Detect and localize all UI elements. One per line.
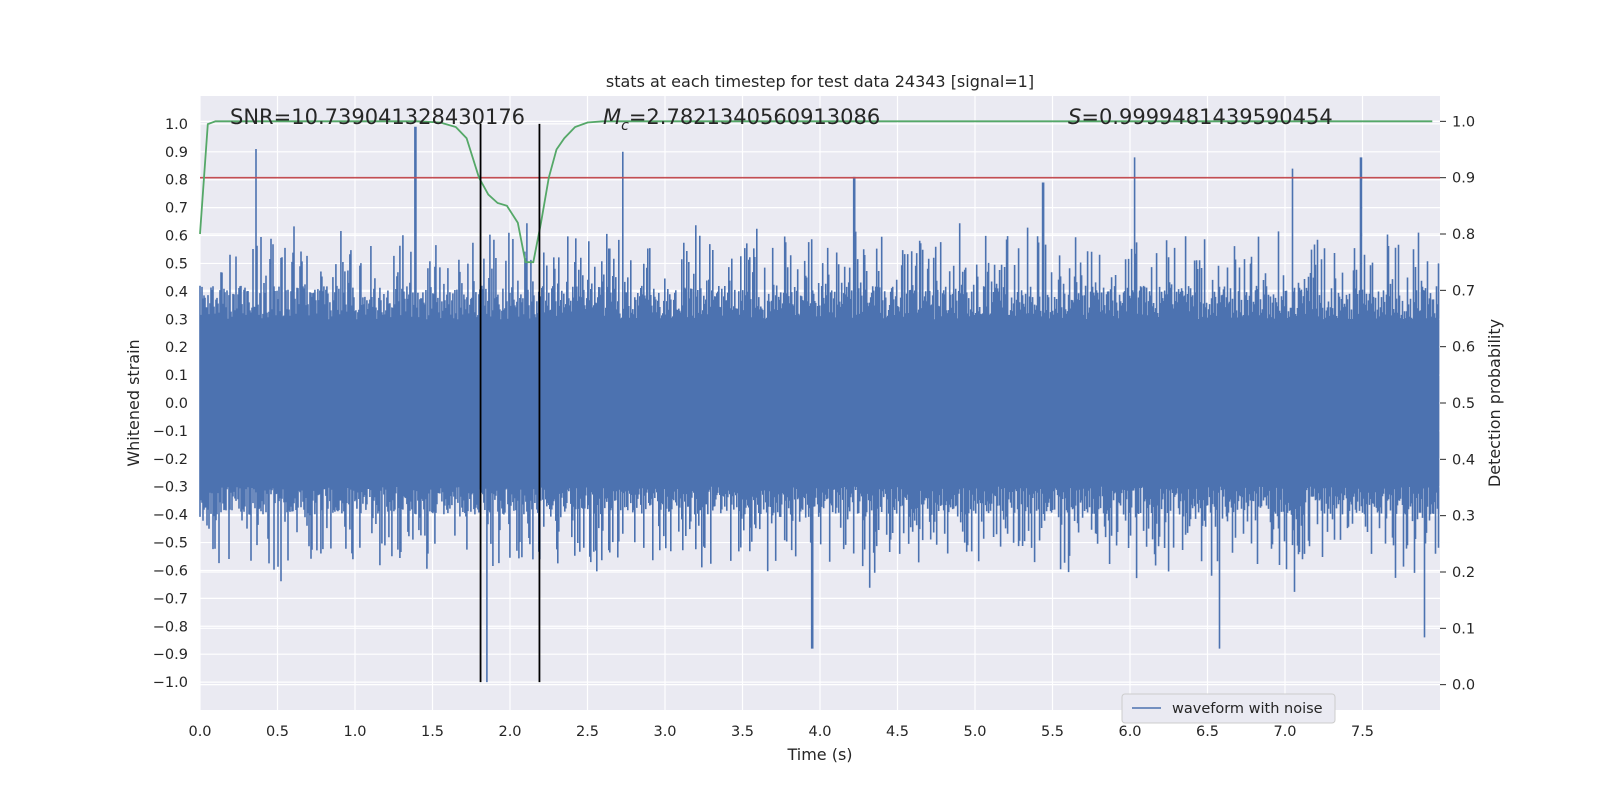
y-tick-label: −0.1 [153, 424, 188, 440]
legend-label: waveform with noise [1172, 701, 1323, 717]
y2-tick-label: 0.7 [1452, 283, 1475, 299]
x-tick-label: 2.0 [498, 724, 521, 740]
x-tick-label: 7.0 [1273, 724, 1296, 740]
x-tick-label: 5.0 [963, 724, 986, 740]
x-tick-label: 0.0 [188, 724, 211, 740]
y2-tick-label: 0.6 [1452, 340, 1475, 356]
x-tick-label: 3.5 [731, 724, 754, 740]
x-tick-label: 6.0 [1118, 724, 1141, 740]
y2-tick-label: 0.8 [1452, 227, 1475, 243]
y-tick-label: 0.8 [165, 173, 188, 189]
snr-annotation: SNR=10.739041328430176 [230, 105, 525, 129]
y-tick-label: −0.5 [153, 536, 188, 552]
y2-tick-label: 0.0 [1452, 678, 1475, 694]
overlay-lines [199, 120, 1440, 683]
legend-box [1121, 693, 1336, 724]
y-tick-label: −0.7 [153, 591, 188, 607]
y2-tick-label: 0.5 [1452, 396, 1475, 412]
waveform-series [199, 126, 1440, 683]
x-axis-ticks: 0.0 0.5 1.0 1.5 2.0 2.5 3.0 3.5 4.0 4.5 5.0 5.5 6.0 6… [188, 724, 1374, 740]
y-tick-label: −1.0 [153, 675, 188, 691]
y-tick-label: 0.3 [165, 312, 188, 328]
x-tick-label: 7.5 [1351, 724, 1374, 740]
y-tick-label: 0.9 [165, 145, 188, 161]
y-tick-label: 0.1 [165, 368, 188, 384]
chirp-mass-annotation: Mc=2.7821340560913086 [603, 105, 880, 134]
x-tick-label: 1.0 [343, 724, 366, 740]
x-tick-label: 0.5 [266, 724, 289, 740]
y-axis-ticks: 1.0 0.9 0.8 0.7 0.6 0.5 0.4 0.3 0.2 0.1 0.0 −0.1 −0.… [153, 117, 188, 691]
x-axis-label: Time (s) [786, 745, 852, 764]
y-tick-label: 0.0 [165, 396, 188, 412]
chirp-mass-symbol: M [603, 105, 621, 129]
x-tick-label: 6.5 [1196, 724, 1219, 740]
chirp-mass-value: =2.7821340560913086 [629, 105, 880, 129]
y-tick-label: 0.5 [165, 256, 188, 272]
x-tick-label: 2.5 [576, 724, 599, 740]
x-tick-label: 5.5 [1041, 724, 1064, 740]
y-tick-label: 1.0 [165, 117, 188, 133]
y-tick-label: −0.2 [153, 452, 188, 468]
y2-tick-label: 0.9 [1452, 171, 1475, 187]
waveform-core-band [200, 327, 1439, 479]
y-tick-label: −0.6 [153, 563, 188, 579]
y-tick-label: 0.6 [165, 229, 188, 245]
y-axis-label: Whitened strain [124, 339, 143, 466]
score-annotation: S=0.9999481439590454 [1068, 105, 1333, 129]
y-tick-label: −0.4 [153, 508, 188, 524]
y2-tick-label: 0.3 [1452, 509, 1475, 525]
score-value: =0.9999481439590454 [1081, 105, 1332, 129]
y-tick-label: −0.3 [153, 480, 188, 496]
x-tick-label: 4.0 [808, 724, 831, 740]
y2-tick-label: 0.2 [1452, 565, 1475, 581]
legend: waveform with noise [1121, 693, 1336, 724]
y2-axis-label: Detection probability [1485, 319, 1504, 487]
y2-tick-label: 0.4 [1452, 452, 1475, 468]
detection-probability-line [199, 120, 1433, 264]
y2-tick-label: 0.1 [1452, 621, 1475, 637]
x-tick-label: 1.5 [421, 724, 444, 740]
y-tick-label: 0.2 [165, 340, 188, 356]
score-symbol: S [1068, 105, 1081, 129]
chart-title: stats at each timestep for test data 243… [606, 72, 1034, 91]
y-tick-label: 0.4 [165, 284, 188, 300]
y2-tick-label: 1.0 [1452, 114, 1475, 130]
chirp-mass-subscript: c [621, 118, 629, 134]
y-tick-label: −0.8 [153, 619, 188, 635]
y-tick-label: 0.7 [165, 201, 188, 217]
y-tick-label: −0.9 [153, 647, 188, 663]
y2-axis-ticks: 1.0 0.9 0.8 0.7 0.6 0.5 0.4 0.3 0.2 0.1 0.0 [1440, 114, 1475, 694]
x-tick-label: 4.5 [886, 724, 909, 740]
x-tick-label: 3.0 [653, 724, 676, 740]
